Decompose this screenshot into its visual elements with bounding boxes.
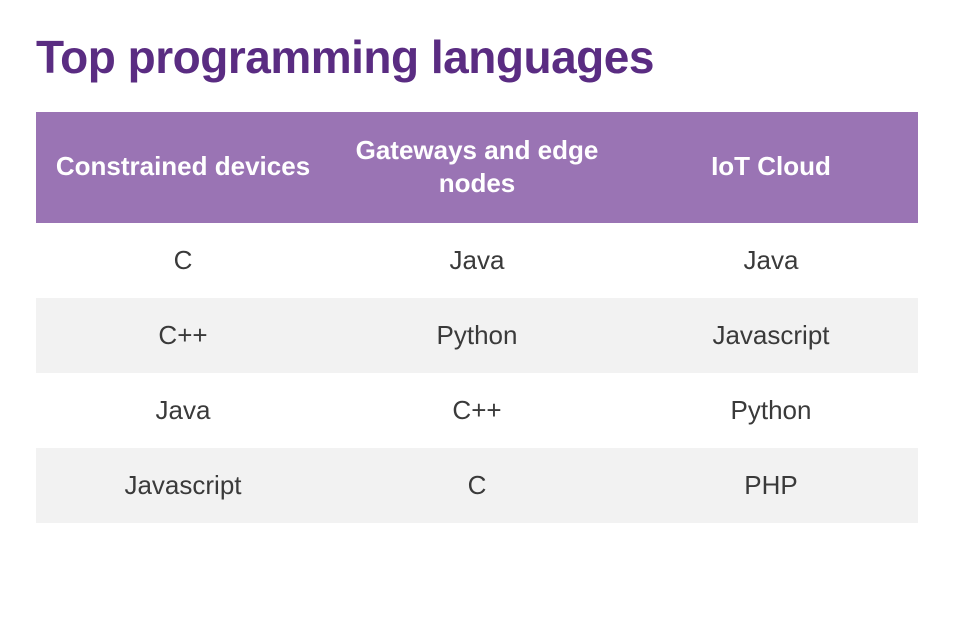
col-header-label: IoT Cloud (711, 151, 831, 181)
table-cell: C++ (330, 373, 624, 448)
col-header-constrained: Constrained devices (36, 112, 330, 223)
table-row: Java C++ Python (36, 373, 918, 448)
col-header-label: Gateways and edge nodes (356, 135, 599, 198)
table-cell: C++ (36, 298, 330, 373)
table-header-row: Constrained devices Gateways and edge no… (36, 112, 918, 223)
table-row: C++ Python Javascript (36, 298, 918, 373)
table-cell: Javascript (36, 448, 330, 523)
table-cell: Java (330, 223, 624, 298)
col-header-gateways: Gateways and edge nodes (330, 112, 624, 223)
table-cell: C (330, 448, 624, 523)
page-title: Top programming languages (36, 30, 918, 84)
col-header-label: Constrained devices (56, 151, 310, 181)
table-cell: Python (330, 298, 624, 373)
table-row: C Java Java (36, 223, 918, 298)
table-cell: PHP (624, 448, 918, 523)
table-cell: Java (36, 373, 330, 448)
page-container: Top programming languages Constrained de… (0, 0, 954, 559)
table-row: Javascript C PHP (36, 448, 918, 523)
languages-table: Constrained devices Gateways and edge no… (36, 112, 918, 523)
table-cell: C (36, 223, 330, 298)
table-cell: Javascript (624, 298, 918, 373)
table-cell: Java (624, 223, 918, 298)
table-cell: Python (624, 373, 918, 448)
col-header-iot-cloud: IoT Cloud (624, 112, 918, 223)
